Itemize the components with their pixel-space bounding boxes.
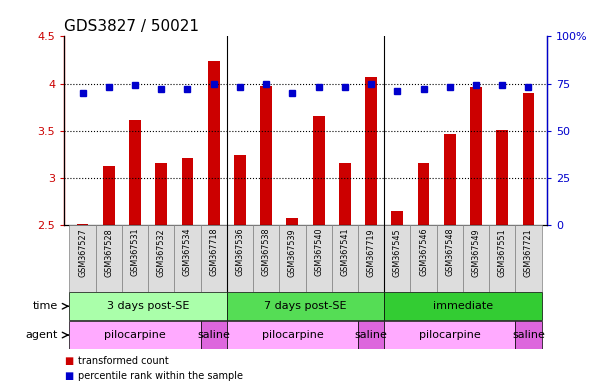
FancyBboxPatch shape [70,321,200,349]
FancyBboxPatch shape [384,321,515,349]
Bar [496,130,508,225]
Bar [365,77,377,225]
FancyBboxPatch shape [200,321,227,349]
Text: ■: ■ [64,371,73,381]
Bar [208,61,219,225]
Bar [313,116,324,225]
FancyBboxPatch shape [227,321,358,349]
Text: GDS3827 / 50021: GDS3827 / 50021 [64,19,199,34]
Bar [418,162,430,225]
FancyBboxPatch shape [227,293,384,320]
Text: GSM367531: GSM367531 [131,228,139,276]
Text: GSM367546: GSM367546 [419,228,428,276]
FancyBboxPatch shape [279,225,306,292]
Bar [181,158,193,225]
Text: GSM367719: GSM367719 [367,228,376,276]
Bar [129,120,141,225]
Text: GSM367527: GSM367527 [78,228,87,277]
Text: pilocarpine: pilocarpine [104,330,166,340]
Text: GSM367528: GSM367528 [104,228,113,276]
FancyBboxPatch shape [174,225,200,292]
FancyBboxPatch shape [384,225,411,292]
Text: pilocarpine: pilocarpine [262,330,323,340]
Bar [470,87,482,225]
Text: GSM367551: GSM367551 [498,228,507,276]
Text: GSM367532: GSM367532 [156,228,166,276]
Text: saline: saline [197,330,230,340]
Text: GSM367721: GSM367721 [524,228,533,276]
Text: GSM367548: GSM367548 [445,228,455,276]
Text: ■: ■ [64,356,73,366]
Bar [103,166,115,225]
FancyBboxPatch shape [227,225,253,292]
Text: time: time [33,301,58,311]
Text: GSM367545: GSM367545 [393,228,402,276]
FancyBboxPatch shape [358,225,384,292]
FancyBboxPatch shape [70,225,96,292]
Text: GSM367540: GSM367540 [314,228,323,276]
FancyBboxPatch shape [437,225,463,292]
Text: GSM367539: GSM367539 [288,228,297,276]
Text: transformed count: transformed count [78,356,169,366]
Text: immediate: immediate [433,301,493,311]
Bar [76,224,89,225]
Text: saline: saline [512,330,545,340]
FancyBboxPatch shape [411,225,437,292]
FancyBboxPatch shape [515,225,541,292]
FancyBboxPatch shape [96,225,122,292]
FancyBboxPatch shape [306,225,332,292]
FancyBboxPatch shape [70,293,227,320]
Bar [444,134,456,225]
Text: GSM367536: GSM367536 [235,228,244,276]
Bar [522,93,535,225]
Bar [287,218,298,225]
FancyBboxPatch shape [358,321,384,349]
Bar [234,155,246,225]
FancyBboxPatch shape [463,225,489,292]
FancyBboxPatch shape [515,321,541,349]
Bar [155,164,167,225]
Text: pilocarpine: pilocarpine [419,330,481,340]
FancyBboxPatch shape [384,293,541,320]
FancyBboxPatch shape [253,225,279,292]
Text: GSM367534: GSM367534 [183,228,192,276]
Bar [392,210,403,225]
Text: GSM367549: GSM367549 [472,228,480,276]
FancyBboxPatch shape [122,225,148,292]
Text: agent: agent [26,330,58,340]
Text: saline: saline [354,330,387,340]
FancyBboxPatch shape [489,225,515,292]
Text: GSM367718: GSM367718 [209,228,218,276]
FancyBboxPatch shape [332,225,358,292]
Bar [260,86,272,225]
FancyBboxPatch shape [148,225,174,292]
Text: GSM367541: GSM367541 [340,228,349,276]
Text: GSM367538: GSM367538 [262,228,271,276]
Text: 3 days post-SE: 3 days post-SE [107,301,189,311]
Text: 7 days post-SE: 7 days post-SE [264,301,347,311]
Text: percentile rank within the sample: percentile rank within the sample [78,371,243,381]
Bar [339,162,351,225]
FancyBboxPatch shape [200,225,227,292]
